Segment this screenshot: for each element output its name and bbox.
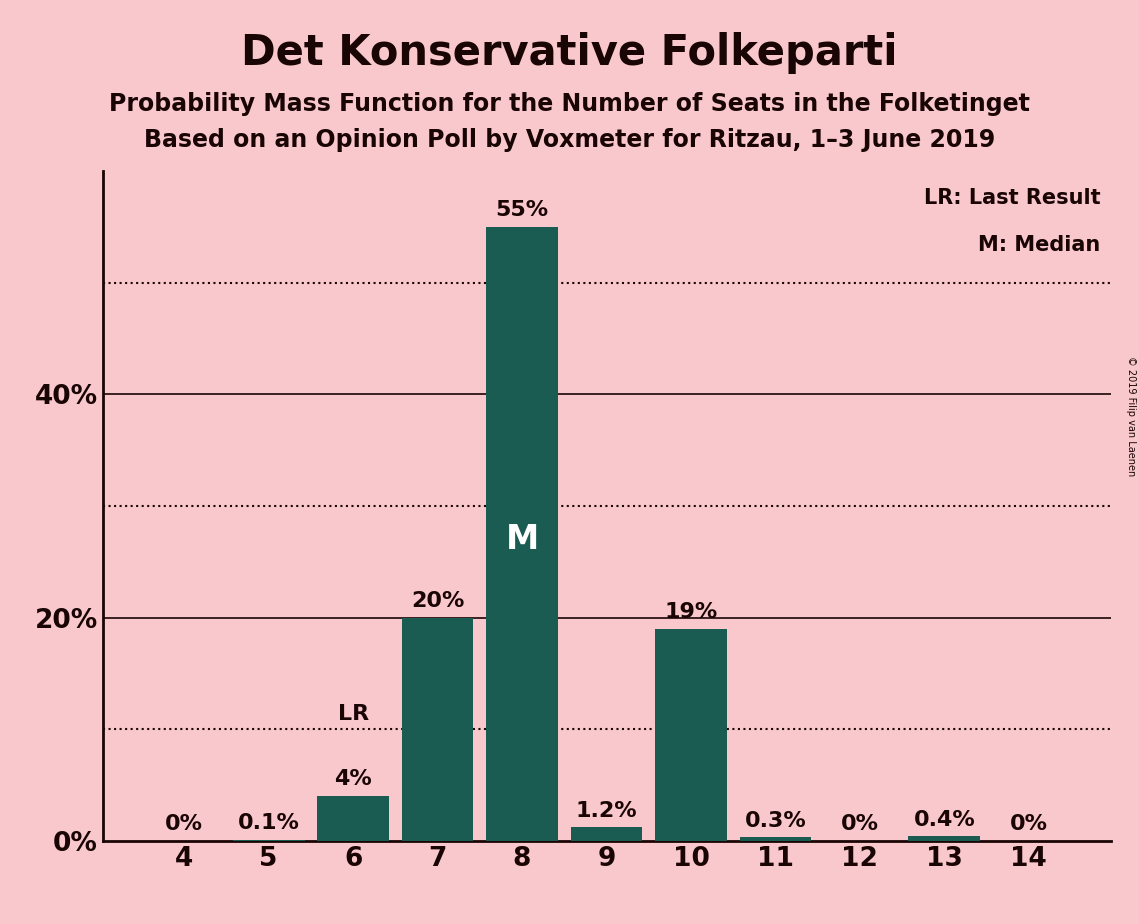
Text: Probability Mass Function for the Number of Seats in the Folketinget: Probability Mass Function for the Number… [109, 92, 1030, 116]
Text: 0.4%: 0.4% [913, 809, 975, 830]
Text: 0%: 0% [165, 814, 203, 834]
Text: 0.3%: 0.3% [745, 810, 806, 831]
Text: 55%: 55% [495, 201, 549, 220]
Bar [402, 617, 474, 841]
Text: LR: LR [337, 703, 369, 723]
Text: M: M [506, 523, 539, 556]
Bar [571, 828, 642, 841]
Text: 20%: 20% [411, 590, 465, 611]
Bar [909, 836, 981, 841]
Bar [486, 226, 558, 841]
Text: 4%: 4% [334, 770, 372, 789]
Text: LR: Last Result: LR: Last Result [924, 188, 1100, 208]
Text: 0%: 0% [1010, 814, 1048, 834]
Text: Based on an Opinion Poll by Voxmeter for Ritzau, 1–3 June 2019: Based on an Opinion Poll by Voxmeter for… [144, 128, 995, 152]
Text: 0.1%: 0.1% [238, 813, 300, 833]
Text: © 2019 Filip van Laenen: © 2019 Filip van Laenen [1126, 356, 1136, 476]
Text: 19%: 19% [664, 602, 718, 622]
Bar [739, 837, 811, 841]
Bar [318, 796, 390, 841]
Text: 1.2%: 1.2% [575, 801, 638, 821]
Bar [232, 840, 304, 841]
Text: 0%: 0% [841, 814, 879, 834]
Text: M: Median: M: Median [978, 235, 1100, 255]
Text: Det Konservative Folkeparti: Det Konservative Folkeparti [241, 32, 898, 74]
Bar [655, 628, 727, 841]
